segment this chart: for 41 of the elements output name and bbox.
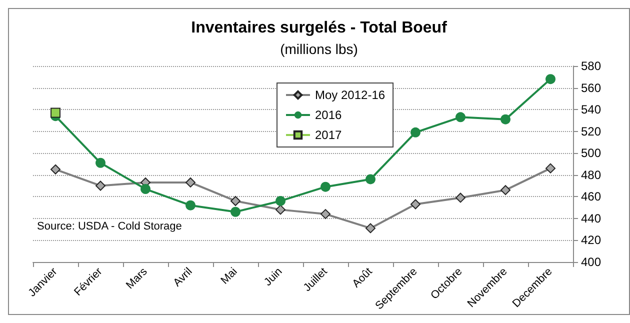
y-tick-label: 460 <box>581 190 602 204</box>
point <box>366 174 376 184</box>
point <box>410 127 420 138</box>
point <box>186 200 196 210</box>
point <box>320 182 330 192</box>
y-tick-label: 520 <box>581 124 602 138</box>
point <box>50 164 60 174</box>
legend-label: 2017 <box>315 128 342 142</box>
point <box>276 204 286 215</box>
y-tick-label: 400 <box>581 254 602 269</box>
y-tick-label: 560 <box>581 80 602 95</box>
point <box>410 199 420 210</box>
point <box>456 112 466 122</box>
x-tick-label: Juin <box>262 266 285 288</box>
point <box>320 209 330 220</box>
point <box>366 223 376 234</box>
point <box>140 184 150 194</box>
point <box>186 177 196 188</box>
point <box>276 196 286 206</box>
point <box>546 163 556 174</box>
y-tick-label: 540 <box>581 102 602 117</box>
y-tick-label: 580 <box>581 59 602 73</box>
point <box>230 206 240 217</box>
legend-label: 2016 <box>315 108 342 122</box>
point <box>500 185 510 196</box>
x-tick-label: Mai <box>218 266 240 287</box>
y-tick-label: 440 <box>581 211 602 226</box>
point <box>546 74 556 84</box>
y-tick-label: 480 <box>581 168 602 182</box>
point <box>456 192 466 203</box>
annotation: Source: USDA - Cold Storage <box>37 220 182 232</box>
point <box>96 158 106 168</box>
legend-label: Moy 2012-16 <box>315 88 386 102</box>
y-tick-label: 420 <box>581 233 602 248</box>
point <box>230 196 240 206</box>
y-tick-label: 500 <box>581 146 602 160</box>
point <box>96 180 106 191</box>
chart-subtitle: (millions lbs) <box>280 41 358 57</box>
point <box>500 114 510 124</box>
point <box>50 108 60 118</box>
chart-title: Inventaires surgelés - Total Boeuf <box>191 20 448 36</box>
